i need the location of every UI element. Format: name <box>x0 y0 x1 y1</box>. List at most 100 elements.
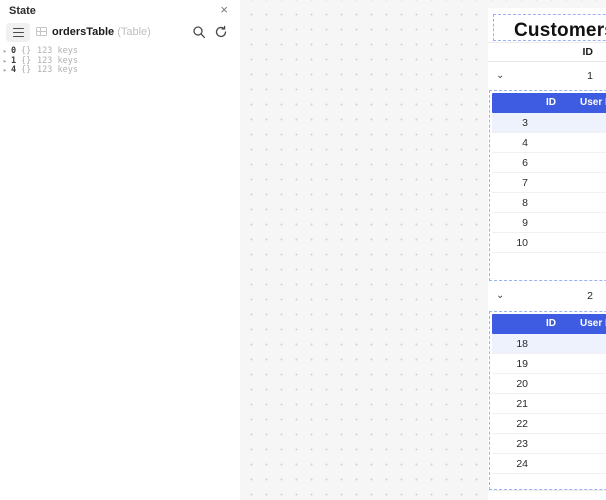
tree-caret-icon[interactable]: ▸ <box>3 56 7 65</box>
state-panel: State × ordersTable (Table) ▸ 0 {} 123 k… <box>0 0 240 500</box>
tree-key: 0 <box>11 46 17 56</box>
tree-braces: {} <box>21 65 32 75</box>
order-user-id: 1 <box>532 153 606 173</box>
tree-meta: 123 keys <box>37 46 78 56</box>
refresh-icon[interactable] <box>214 25 228 39</box>
order-id: 9 <box>522 217 528 229</box>
editor-canvas: Customers ID First name Last name Email … <box>240 0 606 500</box>
order-user-id: 1 <box>532 113 606 133</box>
order-user-id: 2 <box>532 434 606 454</box>
order-row[interactable]: 9 1 refunded 2018-12-01T... 2020-01-16..… <box>492 213 606 233</box>
close-icon[interactable]: × <box>220 2 228 17</box>
order-row[interactable]: 7 1 refunded 2018-12-01T... 2020-01-16..… <box>492 173 606 193</box>
order-id: 18 <box>516 338 528 350</box>
order-id: 11 <box>494 253 528 259</box>
search-icon[interactable] <box>192 25 206 39</box>
state-tree-row[interactable]: ▸ 4 {} 123 keys <box>0 65 240 76</box>
col-header-id[interactable]: ID <box>582 46 594 58</box>
order-user-id: 1 <box>532 213 606 233</box>
order-user-id: 1 <box>532 253 606 259</box>
orders-body: 18 2 refunded 2018-12-02T... 2022-06-01.… <box>492 334 606 479</box>
tree-braces: {} <box>21 55 32 66</box>
chevron-down-icon[interactable]: ⌄ <box>496 290 505 301</box>
order-id: 24 <box>516 458 528 470</box>
order-row[interactable]: 3 1 refunded 2018-12-01T... 2022-08-11T.… <box>492 113 606 133</box>
order-row[interactable]: 6 1 delivered 2018-12-01T... 2021-07-07.… <box>492 153 606 173</box>
order-id: 25 <box>494 474 528 479</box>
order-row[interactable]: 22 2 delivered 2018-12-02T... 2020-01-16… <box>492 414 606 434</box>
state-tree-row[interactable]: ▸ 0 {} 123 keys <box>0 46 240 57</box>
state-panel-title: State <box>9 5 36 17</box>
order-user-id: 2 <box>532 414 606 434</box>
chevron-down-icon[interactable]: ⌄ <box>496 70 505 81</box>
customer-id: 2 <box>587 290 593 302</box>
page-title: Customers <box>514 20 606 41</box>
order-id: 20 <box>516 378 528 390</box>
order-row[interactable]: 11 1 delivered 2018-12-01T... 2021-09-17… <box>492 253 606 259</box>
order-id: 19 <box>516 358 528 370</box>
customers-header-row: ID First name Last name Email Active <box>488 42 606 62</box>
orders-col-id[interactable]: ID <box>546 97 556 108</box>
menu-button[interactable] <box>6 23 30 42</box>
order-row[interactable]: 10 1 delivered 2018-12-01T... 2020-01-16… <box>492 233 606 253</box>
order-id: 10 <box>516 237 528 249</box>
order-id: 8 <box>522 197 528 209</box>
order-user-id: 2 <box>532 354 606 374</box>
order-user-id: 1 <box>532 173 606 193</box>
tree-key: 4 <box>11 65 17 75</box>
customer-id: 1 <box>587 70 593 82</box>
order-row[interactable]: 24 2 delivered 2018-12-02T... 2021-01-19… <box>492 454 606 474</box>
order-row[interactable]: 21 2 shipped 2018-12-02T... 2021-01-19T.… <box>492 394 606 414</box>
customers-widget: Customers ID First name Last name Email … <box>488 8 606 500</box>
customer-row-2[interactable]: ⌄ 2 Alec Smith ayala@retool.com ✓ <box>488 281 606 311</box>
order-row[interactable]: 4 1 refunded 2018-12-01T... 2022-08-10..… <box>492 133 606 153</box>
order-row[interactable]: 20 2 refunded 2018-12-02T... 2022-06-02.… <box>492 374 606 394</box>
tree-key: 1 <box>11 55 17 66</box>
orders-col-user-id[interactable]: User ID <box>579 318 606 329</box>
tree-braces: {} <box>21 46 32 56</box>
orders-table-1[interactable]: ID User ID Status Created at Updated at … <box>489 90 606 281</box>
tree-caret-icon[interactable]: ▸ <box>3 47 7 55</box>
state-tree-row[interactable]: ▸ 1 {} 123 keys <box>0 55 240 67</box>
component-type: (Table) <box>117 26 151 38</box>
order-user-id: 2 <box>532 454 606 474</box>
state-tree: ▸ 0 {} 123 keys ▸ 1 {} 123 keys ▸ 4 {} 1… <box>0 46 240 76</box>
order-user-id: 1 <box>532 233 606 253</box>
orders-body: 3 1 refunded 2018-12-01T... 2022-08-11T.… <box>492 113 606 259</box>
hamburger-icon <box>12 28 24 37</box>
order-user-id: 2 <box>532 394 606 414</box>
order-user-id: 2 <box>532 374 606 394</box>
order-user-id: 1 <box>532 193 606 213</box>
orders-table-2[interactable]: ID User ID Status Created at Updated at … <box>489 311 606 490</box>
order-id: 23 <box>516 438 528 450</box>
selected-component-name: ordersTable (Table) <box>52 26 151 38</box>
order-id: 3 <box>522 117 528 129</box>
tree-meta: 123 keys <box>37 55 78 66</box>
order-id: 7 <box>522 177 528 189</box>
tree-meta: 123 keys <box>37 65 78 75</box>
order-id: 22 <box>516 418 528 430</box>
order-id: 21 <box>516 398 528 410</box>
order-id: 4 <box>522 137 528 149</box>
order-user-id: 2 <box>532 334 606 354</box>
component-name: ordersTable <box>52 26 115 38</box>
title-strip: Customers <box>488 8 606 42</box>
canvas-grid-strip <box>488 490 606 500</box>
order-row[interactable]: 18 2 refunded 2018-12-02T... 2022-06-01.… <box>492 334 606 354</box>
state-toolbar: ordersTable (Table) <box>0 22 240 44</box>
table-icon <box>36 27 47 36</box>
order-row[interactable]: 8 1 Delivered 2018-12-01T... 2022-08-17.… <box>492 193 606 213</box>
title-selection-box[interactable]: Customers <box>493 14 606 41</box>
order-id: 6 <box>522 157 528 169</box>
order-row[interactable]: 19 2 placed 2018-12-02T... 2021-07-07...… <box>492 354 606 374</box>
orders-header-row: ID User ID Status Created at Updated at … <box>492 93 606 113</box>
customer-row-1[interactable]: ⌄ 1 John Gatton j.whisker@yahoo.com <box>488 62 606 90</box>
orders-header-row: ID User ID Status Created at Updated at … <box>492 314 606 334</box>
order-row[interactable]: 25 2 delivered 2018-12-02T... 2020-01-16… <box>492 474 606 479</box>
orders-col-id[interactable]: ID <box>546 318 556 329</box>
order-row[interactable]: 23 2 delivered 2018-12-02T... 2020-01-16… <box>492 434 606 454</box>
order-user-id: 1 <box>532 133 606 153</box>
orders-col-user-id[interactable]: User ID <box>579 97 606 108</box>
tree-caret-icon[interactable]: ▸ <box>3 66 7 74</box>
order-user-id: 2 <box>532 474 606 479</box>
